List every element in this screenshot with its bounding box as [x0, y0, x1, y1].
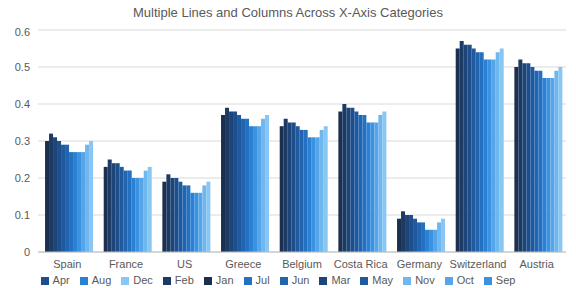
html-text:Jan: Jan — [215, 274, 234, 286]
html-text:May: May — [372, 274, 394, 286]
svg-text:US: US — [177, 258, 192, 270]
html-text:Aug: Aug — [91, 274, 112, 286]
html-text:Oct: Oct — [456, 274, 474, 286]
svg-text:Spain: Spain — [53, 258, 81, 270]
html-text:Apr: Apr — [52, 274, 70, 286]
svg-text:0.5: 0.5 — [15, 61, 30, 73]
svg-text:Belgium: Belgium — [282, 258, 322, 270]
html-text:Multiple Lines and Columns Acr: Multiple Lines and Columns Across X-Axis… — [133, 5, 443, 20]
html-text:Sep: Sep — [495, 274, 516, 286]
html-text:Feb: Feb — [174, 274, 194, 286]
svg-text:Costa Rica: Costa Rica — [334, 258, 389, 270]
html-text:Mar: Mar — [331, 274, 351, 286]
svg-text:0: 0 — [24, 246, 30, 258]
svg-text:0.4: 0.4 — [15, 98, 30, 110]
svg-text:Greece: Greece — [225, 258, 261, 270]
svg-text:0.2: 0.2 — [15, 172, 30, 184]
html-text:Nov: Nov — [415, 274, 435, 286]
svg-text:Austria: Austria — [520, 258, 555, 270]
html-text:Jul: Jul — [255, 274, 270, 286]
svg-text:0.1: 0.1 — [15, 209, 30, 221]
html-text:Dec: Dec — [133, 274, 153, 286]
svg-text:0.3: 0.3 — [15, 135, 30, 147]
svg-text:0.6: 0.6 — [15, 26, 30, 38]
html-text:Jun: Jun — [291, 274, 310, 286]
svg-text:France: France — [109, 258, 143, 270]
svg-text:Switzerland: Switzerland — [450, 258, 507, 270]
svg-text:Germany: Germany — [397, 258, 443, 270]
